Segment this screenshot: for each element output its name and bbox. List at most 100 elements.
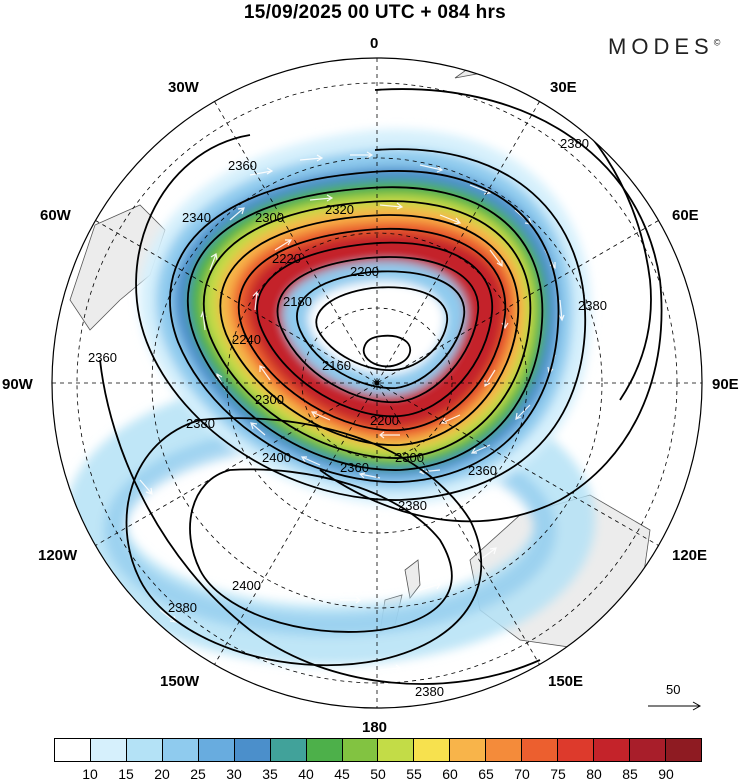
colorbar-label-70: 70 <box>514 766 530 782</box>
colorbar-swatch-0 <box>55 739 91 761</box>
map-title: 15/09/2025 00 UTC + 084 hrs <box>243 2 507 23</box>
colorbar-swatch-17 <box>665 739 701 761</box>
wind-reference-arrowhead <box>692 701 702 711</box>
lon-label-90e: 90E <box>712 376 739 393</box>
contour-label-2300-left: 2300 <box>255 392 284 407</box>
contour-2380-outer <box>319 88 663 523</box>
contour-2300 <box>202 200 532 459</box>
lon-label-30e: 30E <box>550 79 577 96</box>
contour-label-2320: 2320 <box>325 202 354 217</box>
contour-label-2340: 2340 <box>182 210 211 225</box>
colorbar-label-40: 40 <box>298 766 314 782</box>
contour-label-2220: 2220 <box>272 251 301 266</box>
contour-2380-south <box>125 417 483 667</box>
colorbar-swatch-10 <box>414 739 451 761</box>
contour-label-2380-bottom: 2380 <box>398 498 427 513</box>
colorbar-label-25: 25 <box>190 766 206 782</box>
colorbar-label-75: 75 <box>550 766 566 782</box>
colorbar-label-60: 60 <box>442 766 458 782</box>
land-south-america <box>69 204 166 331</box>
colorbar-swatch-5 <box>234 739 271 761</box>
brand-name: MODES <box>608 34 714 59</box>
colorbar-swatch-13 <box>522 739 559 761</box>
contour-2200 <box>296 270 465 389</box>
map-boundary <box>51 57 703 709</box>
contour-label-2400-bottom: 2400 <box>232 578 261 593</box>
contour-label-2400-left: 2400 <box>262 450 291 465</box>
colorbar-swatch-2 <box>126 739 163 761</box>
contour-2360 <box>135 134 586 501</box>
height-contours <box>99 88 663 685</box>
colorbar-swatch-12 <box>486 739 523 761</box>
colorbar-label-10: 10 <box>82 766 98 782</box>
contour-label-2380-south: 2380 <box>168 600 197 615</box>
wind-reference-label: 50 <box>666 682 680 697</box>
lon-label-30w: 30W <box>168 79 200 96</box>
longitude-labels: 0 30E 60E 90E 120E 150E 180 150W 120W 90… <box>2 35 739 735</box>
colorbar-label-15: 15 <box>118 766 134 782</box>
copyright-mark: © <box>713 37 721 48</box>
contour-label-2360-top: 2360 <box>228 158 257 173</box>
contour-2340 <box>169 170 560 483</box>
contour-2320 <box>186 186 544 471</box>
contour-label-2180: 2180 <box>283 294 312 309</box>
contour-2160 <box>362 334 412 368</box>
colorbar-label-45: 45 <box>334 766 350 782</box>
contour-label-2160: 2160 <box>322 358 351 373</box>
contour-label-2300-bottom: 2300 <box>395 450 424 465</box>
colorbar-label-85: 85 <box>622 766 638 782</box>
lon-label-90w: 90W <box>2 376 34 393</box>
colorbar-swatch-15 <box>594 739 630 761</box>
colorbar-swatch-11 <box>450 739 487 761</box>
colorbar-label-90: 90 <box>658 766 674 782</box>
colorbar-swatch-16 <box>630 739 666 761</box>
contour-label-2360-right: 2360 <box>468 463 497 478</box>
contour-label-2380-left: 2380 <box>186 416 215 431</box>
colorbar-label-80: 80 <box>586 766 602 782</box>
contour-label-2380-rim: 2380 <box>415 684 444 699</box>
contour-2260 <box>237 228 507 432</box>
contour-label-2200-top: 2200 <box>350 264 379 279</box>
colorbar-label-30: 30 <box>226 766 242 782</box>
south-pole-marker <box>374 380 380 386</box>
contour-label-2240: 2240 <box>232 332 261 347</box>
lon-label-120w: 120W <box>38 547 78 564</box>
contour-labels: 2360 2340 2320 2300 2220 2200 2180 2160 … <box>88 136 607 699</box>
colorbar-swatch-7 <box>306 739 343 761</box>
colorbar <box>54 738 702 762</box>
lon-label-150e: 150E <box>548 673 583 690</box>
colorbar-label-65: 65 <box>478 766 494 782</box>
colorbar-label-35: 35 <box>262 766 278 782</box>
contour-label-2380-topright: 2380 <box>560 136 589 151</box>
contour-2280 <box>219 214 520 446</box>
colorbar-swatch-1 <box>90 739 127 761</box>
lon-label-150w: 150W <box>160 673 200 690</box>
modes-logo: MODES© <box>608 34 720 60</box>
colorbar-label-50: 50 <box>370 766 386 782</box>
colorbar-swatch-4 <box>198 739 235 761</box>
colorbar-labels: 10 15 20 25 30 35 40 45 50 55 60 65 70 75 80 85 90 <box>54 766 702 782</box>
colorbar-swatch-14 <box>558 739 595 761</box>
colorbar-label-55: 55 <box>406 766 422 782</box>
polar-map: 2360 2340 2320 2300 2220 2200 2180 2160 … <box>2 35 739 735</box>
colorbar-swatch-3 <box>162 739 199 761</box>
wind-reference-vector: 50 <box>648 682 702 711</box>
contour-label-2300: 2300 <box>255 210 284 225</box>
contour-2220 <box>276 256 479 404</box>
colorbar-swatch-9 <box>378 739 415 761</box>
contour-2180 <box>315 286 448 371</box>
contour-label-2380-right: 2380 <box>578 298 607 313</box>
lon-label-60w: 60W <box>40 207 72 224</box>
colorbar-label-20: 20 <box>154 766 170 782</box>
colorbar-swatch-6 <box>270 739 307 761</box>
lon-label-120e: 120E <box>672 547 707 564</box>
contour-2380-edge <box>99 359 541 685</box>
colorbar-swatch-8 <box>342 739 379 761</box>
lon-label-0: 0 <box>370 35 378 52</box>
lon-label-60e: 60E <box>672 207 699 224</box>
lon-label-180: 180 <box>362 719 387 735</box>
graticule <box>52 58 702 708</box>
contour-label-2360-bottom: 2360 <box>340 460 369 475</box>
contour-label-2200-bottom: 2200 <box>370 413 399 428</box>
contour-label-2360-left: 2360 <box>88 350 117 365</box>
